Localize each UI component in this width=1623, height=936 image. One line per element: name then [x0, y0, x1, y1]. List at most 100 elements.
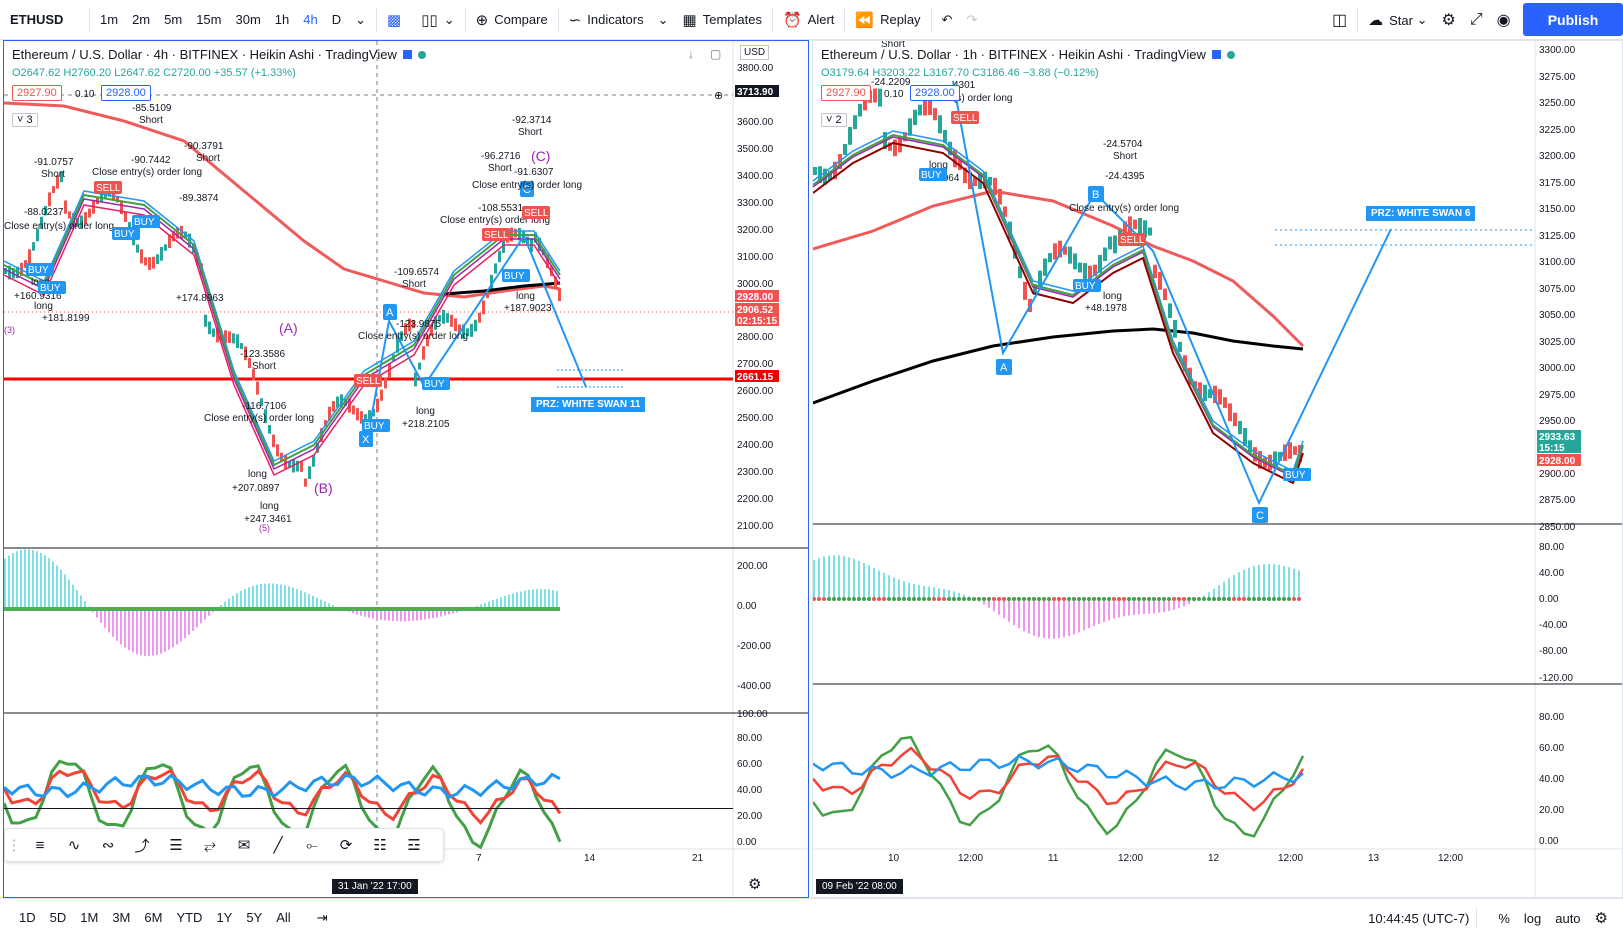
candle: [40, 216, 43, 229]
maximize-icon[interactable]: ▢: [710, 47, 722, 61]
replay-button[interactable]: ⏪ Replay: [848, 0, 927, 40]
range-6m[interactable]: 6M: [144, 910, 163, 925]
pattern-icon[interactable]: ∿: [67, 837, 81, 854]
add-alert-plus-icon[interactable]: ⊕: [714, 90, 724, 102]
gear-icon[interactable]: ⚙: [748, 876, 762, 893]
interval-30m[interactable]: 30m: [235, 12, 261, 27]
alert-button[interactable]: ⏰ Alert: [776, 0, 841, 40]
indicator-count: 2: [835, 114, 842, 126]
interval-d[interactable]: D: [331, 12, 342, 27]
range-1d[interactable]: 1D: [19, 910, 36, 925]
flag-icon[interactable]: [1211, 50, 1221, 59]
log-toggle[interactable]: log: [1523, 910, 1542, 926]
zero-dot: [917, 597, 921, 601]
interval-5m[interactable]: 5m: [164, 12, 183, 27]
histogram-bar: [404, 609, 406, 622]
arrow-down-icon[interactable]: ↓: [688, 47, 694, 61]
trend-lines-icon[interactable]: ≡: [35, 836, 45, 854]
line-icon[interactable]: ╱: [273, 837, 283, 854]
buy-signal: BUY: [1075, 281, 1096, 292]
range-5y[interactable]: 5Y: [246, 910, 263, 925]
publish-button[interactable]: Publish: [1523, 3, 1623, 36]
bid-box[interactable]: 2927.90: [821, 85, 871, 101]
undo-icon[interactable]: ↶: [941, 11, 953, 27]
range-ytd[interactable]: YTD: [176, 910, 203, 925]
histogram-bar: [948, 590, 950, 599]
go-to-date-icon[interactable]: ⇥: [316, 909, 328, 925]
interval-4h[interactable]: 4h: [303, 12, 318, 27]
candle: [1058, 240, 1062, 258]
layout-icon[interactable]: ◫: [1332, 12, 1348, 29]
price-tag: 15:15: [1539, 443, 1565, 454]
strategy-annotation: Short: [1113, 151, 1137, 162]
candle: [434, 316, 437, 330]
range-3m[interactable]: 3M: [112, 910, 131, 925]
indicators-button[interactable]: ∽ Indicators: [562, 0, 651, 40]
indicators-dropdown-chevron-icon[interactable]: ⌄: [657, 11, 669, 27]
zero-dot: [1222, 597, 1226, 601]
gear-icon[interactable]: ⚙: [1594, 910, 1608, 927]
ask-box[interactable]: 2928.00: [910, 85, 960, 101]
brush-icon[interactable]: ⤴: [134, 837, 150, 855]
range-all[interactable]: All: [276, 910, 291, 925]
symbol-search[interactable]: ETHUSD: [10, 12, 64, 27]
ask-box[interactable]: 2928.00: [101, 85, 151, 101]
range-1y[interactable]: 1Y: [216, 910, 233, 925]
fullscreen-icon[interactable]: ⤢: [1469, 11, 1483, 28]
flag-icon[interactable]: [402, 50, 412, 59]
bar-style-icon[interactable]: ▩: [387, 11, 402, 29]
candle: [1088, 265, 1092, 281]
gear-icon[interactable]: ⚙: [1441, 12, 1456, 29]
wave-icon[interactable]: ∾: [101, 837, 115, 854]
projection-icon[interactable]: ✉: [237, 837, 251, 854]
redo-icon[interactable]: ↷: [966, 11, 978, 27]
interval-2m[interactable]: 2m: [132, 12, 151, 27]
zero-dot: [1182, 597, 1186, 601]
cycle-icon[interactable]: ⟳: [339, 837, 353, 854]
histogram-bar: [843, 556, 845, 599]
sell-signal-box: [522, 206, 550, 219]
candle: [1223, 397, 1227, 408]
zero-dot: [1037, 597, 1041, 601]
indicator-collapse-button[interactable]: ˅ 3: [12, 113, 38, 127]
range-1m[interactable]: 1M: [80, 910, 99, 925]
candle: [813, 167, 817, 175]
histogram-bar: [252, 585, 254, 609]
currency-select[interactable]: USD: [740, 45, 770, 60]
range-5d[interactable]: 5D: [49, 910, 67, 925]
compare-button[interactable]: ⊕ Compare: [469, 0, 555, 40]
xabcd-icon[interactable]: ⟜: [305, 836, 318, 854]
time-axis-label: 14: [584, 853, 596, 864]
zero-dot: [1062, 597, 1066, 601]
settings-lines-icon[interactable]: ☲: [407, 837, 421, 854]
camera-icon[interactable]: ◉: [1496, 12, 1511, 29]
ruler-icon[interactable]: ☷: [373, 837, 387, 854]
star-button[interactable]: ☁ Star ⌄: [1368, 12, 1428, 29]
fib-icon[interactable]: ☰: [169, 837, 183, 854]
clock[interactable]: 10:44:45 (UTC-7): [1368, 910, 1470, 926]
price-tag: 02:15:15: [737, 316, 777, 327]
histogram-bar: [898, 579, 900, 599]
price-tag-bg: [1537, 441, 1581, 453]
ema-line: [4, 204, 561, 477]
left-chart-pane[interactable]: 3800.00 3713.90 3600.00 3500.00 3400.00 3300.…: [3, 40, 809, 898]
interval-1m[interactable]: 1m: [100, 12, 119, 27]
percent-toggle[interactable]: %: [1498, 910, 1510, 926]
left-chart-canvas[interactable]: 3800.00 3713.90 3600.00 3500.00 3400.00 3300.…: [4, 41, 809, 898]
bid-box[interactable]: 2927.90: [12, 85, 62, 101]
drag-handle-icon[interactable]: ⋮: [6, 837, 22, 854]
candle: [858, 103, 862, 117]
candle: [384, 378, 387, 389]
histogram-bar: [388, 609, 390, 621]
templates-button[interactable]: ▦ Templates: [676, 0, 769, 40]
interval-dropdown-chevron-icon[interactable]: ⌄: [355, 11, 367, 27]
histogram-bar: [1038, 599, 1040, 638]
indicator-collapse-button[interactable]: ˅ 2: [821, 113, 847, 127]
interval-1h[interactable]: 1h: [274, 12, 290, 27]
right-chart-canvas[interactable]: 3300.00 3275.00 3250.00 3225.00 3200.00 3175.…: [813, 41, 1623, 898]
right-chart-pane[interactable]: 3300.00 3275.00 3250.00 3225.00 3200.00 3175.…: [812, 40, 1623, 898]
auto-toggle[interactable]: auto: [1555, 910, 1581, 926]
interval-15m[interactable]: 15m: [196, 12, 222, 27]
measure-icon[interactable]: ⥂: [203, 836, 216, 854]
candle-type-button[interactable]: ▯▯ ⌄: [421, 11, 455, 29]
